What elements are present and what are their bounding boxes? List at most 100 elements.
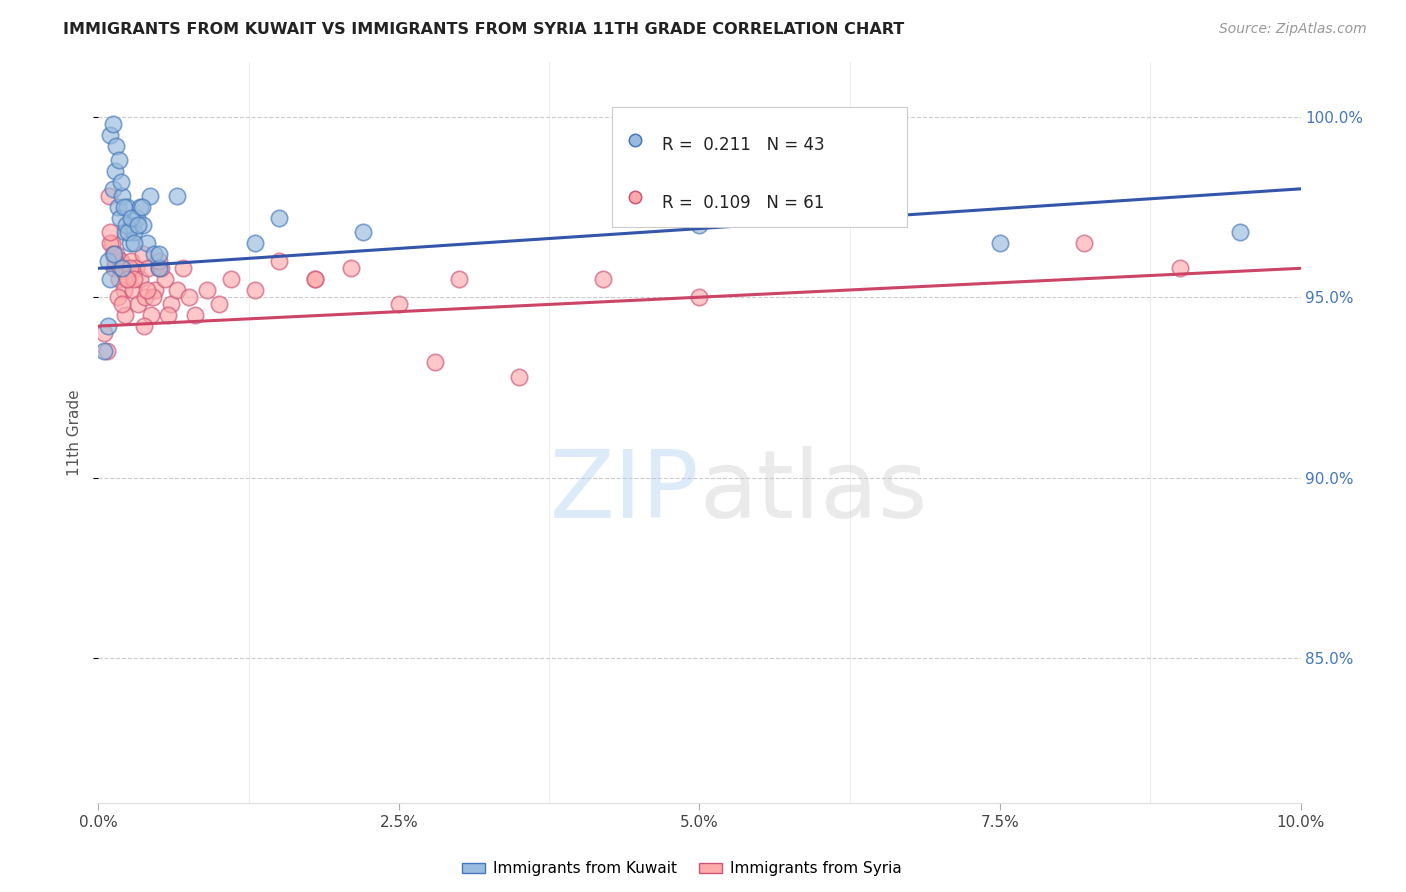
Point xyxy=(103,261,125,276)
Point xyxy=(340,261,363,276)
Point xyxy=(110,175,132,189)
Point xyxy=(100,235,122,250)
Point xyxy=(208,297,231,311)
Point xyxy=(111,189,134,203)
Point xyxy=(267,211,290,225)
Point xyxy=(107,290,129,304)
Point xyxy=(177,290,200,304)
Point xyxy=(159,297,181,311)
Point xyxy=(108,272,131,286)
Point xyxy=(352,225,374,239)
Point xyxy=(183,308,205,322)
Point xyxy=(388,297,411,311)
Point xyxy=(219,272,242,286)
Point xyxy=(96,344,118,359)
Point xyxy=(988,235,1011,250)
Point xyxy=(93,326,115,341)
Point xyxy=(135,235,157,250)
Point xyxy=(97,319,120,334)
Point xyxy=(108,211,131,225)
Point xyxy=(112,283,135,297)
Point xyxy=(129,200,152,214)
Point xyxy=(118,235,141,250)
Point xyxy=(447,272,470,286)
Point xyxy=(122,283,145,297)
Point xyxy=(110,254,132,268)
Point xyxy=(120,211,142,225)
Point xyxy=(157,308,180,322)
Point xyxy=(103,247,125,261)
Point xyxy=(115,261,138,276)
Text: IMMIGRANTS FROM KUWAIT VS IMMIGRANTS FROM SYRIA 11TH GRADE CORRELATION CHART: IMMIGRANTS FROM KUWAIT VS IMMIGRANTS FRO… xyxy=(63,22,904,37)
Point xyxy=(117,200,139,214)
Point xyxy=(166,189,188,203)
Point xyxy=(131,200,153,214)
Legend: Immigrants from Kuwait, Immigrants from Syria: Immigrants from Kuwait, Immigrants from … xyxy=(456,855,908,882)
Point xyxy=(304,272,326,286)
Point xyxy=(172,261,194,276)
Point xyxy=(1229,225,1251,239)
Point xyxy=(624,132,647,146)
Text: Source: ZipAtlas.com: Source: ZipAtlas.com xyxy=(1219,22,1367,37)
Point xyxy=(104,163,127,178)
Point xyxy=(139,189,162,203)
Point xyxy=(141,290,163,304)
Point xyxy=(100,235,122,250)
Point xyxy=(108,261,131,276)
Point xyxy=(127,218,149,232)
Point xyxy=(149,261,172,276)
Point xyxy=(108,153,131,167)
Point xyxy=(689,218,711,232)
Point xyxy=(115,218,138,232)
Point xyxy=(124,272,146,286)
Point xyxy=(267,254,290,268)
Point xyxy=(121,218,143,232)
Point xyxy=(107,200,129,214)
Point xyxy=(117,272,139,286)
Point xyxy=(148,261,170,276)
Point xyxy=(243,283,266,297)
Point xyxy=(127,297,149,311)
Point xyxy=(117,225,139,239)
Point xyxy=(195,283,218,297)
Point xyxy=(111,297,134,311)
Text: R =  0.211   N = 43: R = 0.211 N = 43 xyxy=(662,136,824,154)
Point xyxy=(134,290,156,304)
Point xyxy=(101,117,124,131)
Point xyxy=(114,225,136,239)
Point xyxy=(624,190,647,204)
Point xyxy=(592,272,614,286)
Point xyxy=(143,283,166,297)
Point xyxy=(136,261,159,276)
Point xyxy=(508,369,530,384)
Point xyxy=(111,261,134,276)
Point xyxy=(101,247,124,261)
Point xyxy=(1073,235,1095,250)
Point xyxy=(117,272,139,286)
Point xyxy=(153,272,176,286)
Point xyxy=(132,247,155,261)
Point xyxy=(148,254,170,268)
Point xyxy=(1170,261,1192,276)
Point xyxy=(243,235,266,250)
Point xyxy=(112,200,135,214)
Y-axis label: 11th Grade: 11th Grade xyxy=(66,389,82,476)
Point xyxy=(423,355,446,369)
Point xyxy=(100,272,122,286)
Point xyxy=(148,261,170,276)
Point xyxy=(105,138,128,153)
Point xyxy=(120,254,142,268)
Point xyxy=(105,247,128,261)
Point xyxy=(166,283,188,297)
Point xyxy=(125,261,148,276)
Text: atlas: atlas xyxy=(700,446,928,538)
Point xyxy=(98,189,121,203)
Point xyxy=(135,283,157,297)
Point xyxy=(125,211,148,225)
Text: R =  0.109   N = 61: R = 0.109 N = 61 xyxy=(662,194,824,211)
Point xyxy=(689,290,711,304)
Point xyxy=(129,272,152,286)
Point xyxy=(124,235,146,250)
Point xyxy=(93,344,115,359)
Point xyxy=(304,272,326,286)
